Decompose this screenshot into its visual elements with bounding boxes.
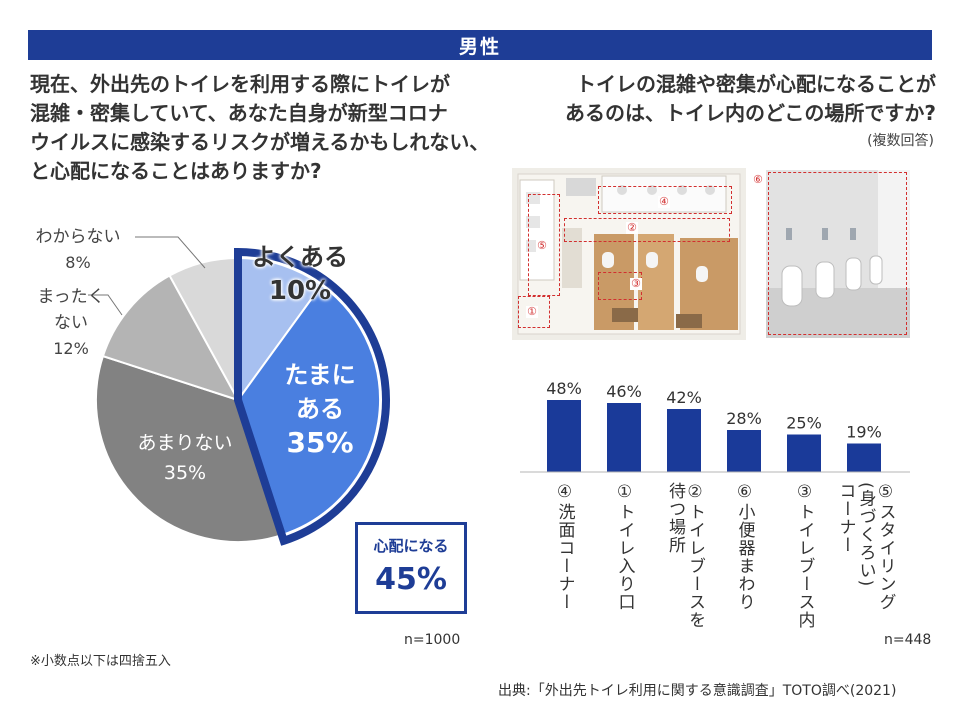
pie-label-unknown: わからない 8% — [28, 224, 128, 276]
right-question-line: トイレの混雑や密集が心配になることが — [576, 72, 936, 96]
pie-label-sometimes-pct: 35% — [286, 426, 354, 459]
marker-2: ② — [626, 221, 638, 234]
pie-slice-sometimes — [236, 283, 381, 537]
left-question-line: 混雑・密集していて、あなた自身が新型コロナ — [30, 101, 448, 125]
bar-value-label: 28% — [726, 409, 762, 428]
bar-category-label-line: ①トイレ入り口 — [614, 482, 635, 611]
bar-category-label-line: (身づくろい) — [855, 482, 876, 588]
pie-label-unknown-text: わからない — [35, 227, 121, 247]
pie-label-often-pct: 10% — [268, 276, 332, 306]
marker-1: ① — [526, 305, 538, 318]
marker-box-6 — [768, 172, 907, 335]
bar-category-label: ③トイレブース内 — [794, 482, 815, 629]
worried-summary-value: 45% — [375, 562, 447, 597]
marker-6: ⑥ — [752, 173, 764, 186]
pie-label-rarely: あまりない 35% — [130, 428, 240, 488]
marker-5: ⑤ — [536, 239, 548, 252]
pie-label-unknown-pct: 8% — [65, 253, 91, 272]
bar-value-label: 48% — [546, 379, 582, 398]
bar-category-label-line: ③トイレブース内 — [794, 482, 815, 629]
bar — [547, 400, 581, 472]
rounding-footnote: ※小数点以下は四捨五入 — [30, 654, 171, 669]
location-bar-chart: 48% 46% 42% 28% 25% 19% — [520, 379, 910, 473]
bar-category-label-line: ⑤スタイリング — [875, 482, 896, 611]
bar-category-label: ④洗面コーナー — [554, 482, 575, 611]
bar-group: 48% 46% 42% 28% 25% 19% — [546, 379, 882, 472]
bar-category-label: ②トイレブースを 待つ場所 — [663, 482, 705, 629]
bar — [607, 403, 641, 472]
bar-value-label: 42% — [666, 388, 702, 407]
left-question-line: ウイルスに感染するリスクが増えるかもしれない、 — [30, 130, 490, 154]
pie-slice-never — [101, 274, 241, 402]
restroom-floorplan-image: ④ ② ⑤ ③ ① — [512, 168, 746, 340]
bar-category-label: ⑤スタイリング (身づくろい) コーナー — [833, 482, 896, 611]
bar-category-label-line: 待つ場所 — [665, 482, 685, 554]
bar-value-label: 19% — [846, 423, 882, 442]
bar — [727, 430, 761, 472]
header-title: 男性 — [458, 35, 501, 58]
right-question-line: あるのは、トイレ内のどこの場所ですか? — [564, 101, 936, 125]
marker-3: ③ — [630, 277, 642, 290]
leader-line-never — [88, 294, 123, 316]
pie-leader-lines — [88, 236, 206, 316]
header-bar: 男性 — [28, 30, 932, 60]
pie-label-never-line1: まったく — [37, 287, 105, 307]
bar-category-label-line: ④洗面コーナー — [554, 482, 575, 611]
urinal-area-image — [766, 170, 910, 338]
pie-label-often-text: よくある — [252, 243, 348, 271]
restroom-floorplan-illustration — [512, 168, 746, 340]
marker-box-4 — [598, 186, 732, 214]
marker-box-1 — [518, 296, 550, 328]
left-question: 現在、外出先のトイレを利用する際にトイレが 混雑・密集していて、あなた自身が新型… — [30, 70, 490, 186]
source-credit: 出典:「外出先トイレ利用に関する意識調査」TOTO調べ(2021) — [498, 683, 897, 699]
bar-value-label: 25% — [786, 414, 822, 433]
marker-box-5 — [528, 194, 560, 296]
sample-size-right: n=448 — [884, 632, 932, 648]
pie-slices — [95, 247, 390, 546]
bar-category-label: ⑥小便器まわり — [734, 482, 755, 611]
pie-chart — [88, 236, 390, 546]
bar-value-label: 46% — [606, 382, 642, 401]
pie-label-often: よくある 10% — [252, 240, 348, 308]
bar — [787, 434, 821, 472]
pie-label-never: まったく ない 12% — [26, 284, 116, 362]
sample-size-left: n=1000 — [404, 632, 461, 648]
multiple-answer-note: (複数回答) — [867, 133, 934, 149]
bar-category-label-line: ②トイレブースを — [685, 482, 705, 629]
pie-label-rarely-pct: 35% — [163, 462, 207, 484]
pie-label-rarely-text: あまりない — [137, 432, 233, 454]
left-question-line: 現在、外出先のトイレを利用する際にトイレが — [30, 72, 450, 96]
pie-label-sometimes: たまに ある 35% — [270, 358, 370, 460]
leader-line-unknown — [135, 236, 206, 269]
worried-summary-label: 心配になる — [373, 537, 449, 555]
marker-4: ④ — [658, 195, 670, 208]
pie-label-never-pct: 12% — [53, 339, 89, 358]
bar-category-label-line: ⑥小便器まわり — [734, 482, 755, 611]
right-question: トイレの混雑や密集が心配になることが あるのは、トイレ内のどこの場所ですか? — [488, 70, 936, 128]
worried-summary-box: 心配になる 45% — [355, 522, 467, 614]
pie-label-sometimes-line1: たまに — [284, 361, 356, 389]
marker-box-2 — [564, 218, 730, 242]
bar — [847, 443, 881, 472]
pie-label-sometimes-line2: ある — [296, 395, 344, 423]
pie-label-never-line2: ない — [54, 313, 88, 333]
urinal-area-illustration — [766, 170, 910, 338]
bar — [667, 409, 701, 472]
bar-category-label-line: コーナー — [835, 482, 856, 554]
pie-highlight-outline — [234, 247, 390, 546]
left-question-line: と心配になることはありますか? — [30, 159, 322, 183]
bar-category-label: ①トイレ入り口 — [614, 482, 635, 611]
